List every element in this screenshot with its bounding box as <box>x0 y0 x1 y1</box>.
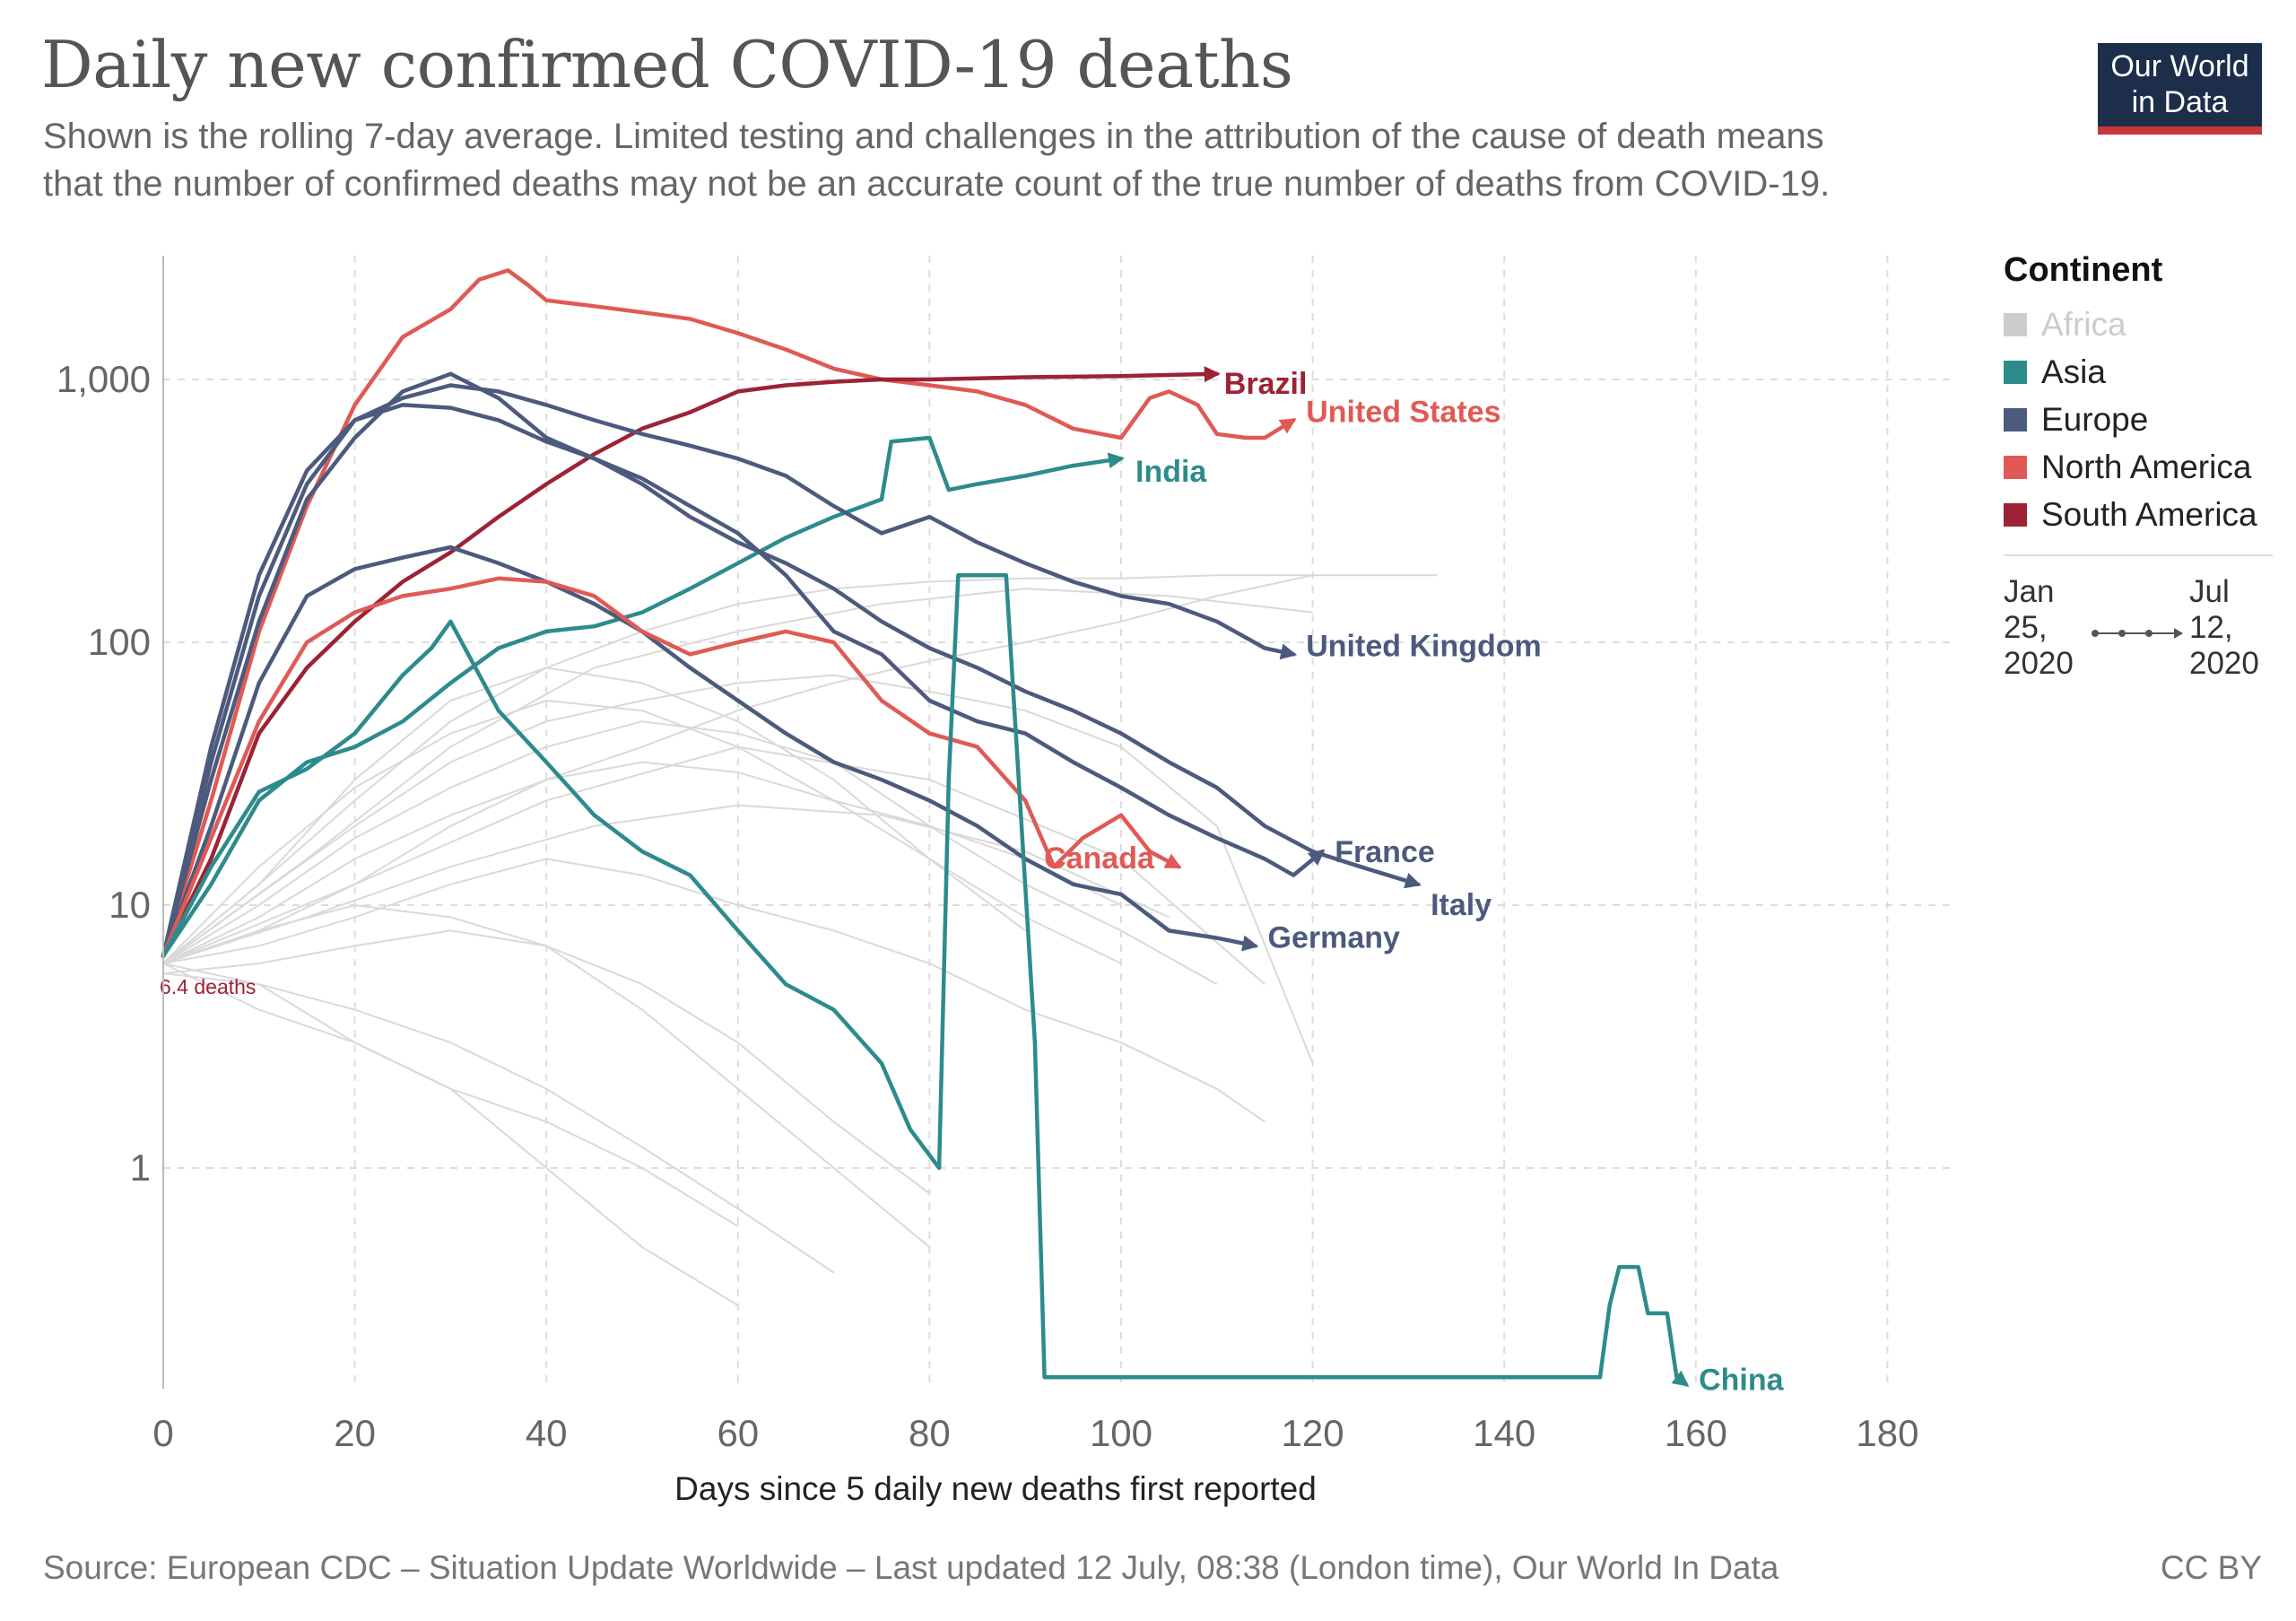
background-country-line <box>162 667 1026 964</box>
series-line-italy[interactable] <box>161 403 1421 959</box>
series-line-france[interactable] <box>161 371 1325 959</box>
series-arrow-india <box>1107 452 1125 469</box>
series-arrow-italy <box>1404 873 1422 889</box>
start-annotation: 6.4 deaths <box>160 975 256 998</box>
series-line-canada[interactable] <box>161 576 1181 959</box>
x-tick-label: 100 <box>1090 1412 1152 1454</box>
background-country-line <box>162 761 1122 964</box>
series-arrow-united-kingdom <box>1279 643 1298 660</box>
series-arrow-germany <box>1240 935 1259 952</box>
legend-swatch-south-america <box>2004 502 2027 527</box>
series-label-china[interactable]: China <box>1699 1363 1785 1397</box>
series-line-india[interactable] <box>161 435 1124 959</box>
x-tick-label: 40 <box>526 1412 568 1454</box>
timeline-start-label: Jan 25, 2020 <box>2004 574 2074 681</box>
legend-item-africa[interactable]: Africa <box>2004 301 2282 348</box>
x-tick-label: 80 <box>909 1412 951 1454</box>
background-country-line <box>162 972 835 1274</box>
series-label-italy[interactable]: Italy <box>1431 888 1492 922</box>
source-note[interactable]: Source: European CDC – Situation Update … <box>43 1549 1779 1586</box>
series-label-brazil[interactable]: Brazil <box>1224 367 1308 401</box>
axes: 1 10 100 1,000 0 20 40 60 80 100 120 140 160 180 Days … <box>57 256 1918 1507</box>
series-arrow-china <box>1671 1370 1690 1387</box>
legend-swatch-africa <box>2004 312 2027 336</box>
license-label[interactable]: CC BY <box>2160 1549 2262 1586</box>
legend-item-north-america[interactable]: North America <box>2004 443 2282 491</box>
owid-logo[interactable]: Our World in Data <box>2098 43 2262 135</box>
timeline-track-icon[interactable] <box>2090 624 2188 642</box>
timeline-end-label: Jul 12, 2020 <box>2189 574 2259 681</box>
x-tick-label: 20 <box>334 1412 376 1454</box>
legend-label-north-america: North America <box>2041 448 2252 485</box>
timeline-control[interactable]: Jan 25, 2020 Jul 12, 2020 <box>2004 574 2282 691</box>
background-country-line <box>162 588 1313 964</box>
series-arrow-brazil <box>1204 366 1221 383</box>
y-tick-label: 1 <box>130 1146 151 1189</box>
grid-lines <box>163 256 1951 1389</box>
series-line-brazil[interactable] <box>161 371 1220 959</box>
chart-title: Daily new confirmed COVID-19 deaths <box>41 27 1293 102</box>
background-country-line <box>162 963 739 1227</box>
legend-label-africa: Africa <box>2041 305 2126 343</box>
series-line-united-states[interactable] <box>161 268 1296 959</box>
highlighted-country-lines[interactable] <box>161 268 1690 1387</box>
x-tick-label: 60 <box>717 1412 759 1454</box>
chart-subtitle-line-1: Shown is the rolling 7-day average. Limi… <box>43 117 1824 156</box>
legend-label-asia: Asia <box>2041 353 2106 390</box>
x-axis-title: Days since 5 daily new deaths first repo… <box>674 1470 1317 1507</box>
x-tick-label: 120 <box>1282 1412 1344 1454</box>
series-label-germany[interactable]: Germany <box>1268 920 1400 954</box>
series-label-united-kingdom[interactable]: United Kingdom <box>1306 629 1542 663</box>
legend: Continent Africa Asia Europe North Ameri… <box>2004 251 2282 691</box>
series-label-united-states[interactable]: United States <box>1306 395 1500 429</box>
x-tick-label: 180 <box>1856 1412 1918 1454</box>
x-tick-label: 0 <box>152 1412 173 1454</box>
y-tick-label: 1,000 <box>57 358 151 400</box>
series-label-india[interactable]: India <box>1135 455 1207 489</box>
legend-title: Continent <box>2004 251 2163 289</box>
legend-swatch-asia <box>2004 360 2027 384</box>
legend-swatch-north-america <box>2004 455 2027 479</box>
background-country-line <box>162 574 1438 964</box>
chart-subtitle-line-2: that the number of confirmed deaths may … <box>43 164 1831 204</box>
series-line-germany[interactable] <box>161 545 1257 959</box>
background-country-line <box>162 804 1170 964</box>
y-tick-label: 10 <box>109 884 151 926</box>
series-arrow-united-states <box>1278 418 1297 434</box>
series-line-china[interactable] <box>161 572 1689 1387</box>
logo-line-2: in Data <box>2131 85 2229 119</box>
legend-item-europe[interactable]: Europe <box>2004 396 2282 443</box>
legend-item-asia[interactable]: Asia <box>2004 348 2282 396</box>
series-label-canada[interactable]: Canada <box>1044 841 1155 876</box>
background-country-line <box>162 720 1218 986</box>
y-tick-label: 100 <box>88 621 151 663</box>
legend-item-south-america[interactable]: South America <box>2004 491 2282 538</box>
background-country-line <box>162 700 1122 964</box>
x-tick-label: 140 <box>1473 1412 1535 1454</box>
background-country-line <box>162 858 1265 1123</box>
series-arrow-france <box>1307 849 1326 867</box>
legend-label-south-america: South America <box>2041 495 2257 533</box>
legend-label-europe: Europe <box>2041 400 2149 438</box>
background-country-line <box>162 674 1314 1064</box>
series-arrow-canada <box>1163 853 1182 869</box>
legend-swatch-europe <box>2004 407 2027 431</box>
background-country-lines <box>162 574 1438 1307</box>
background-country-line <box>162 963 739 1307</box>
x-tick-label: 160 <box>1665 1412 1727 1454</box>
logo-line-1: Our World <box>2110 49 2249 83</box>
series-label-france[interactable]: France <box>1335 835 1435 869</box>
legend-divider <box>2004 554 2273 556</box>
